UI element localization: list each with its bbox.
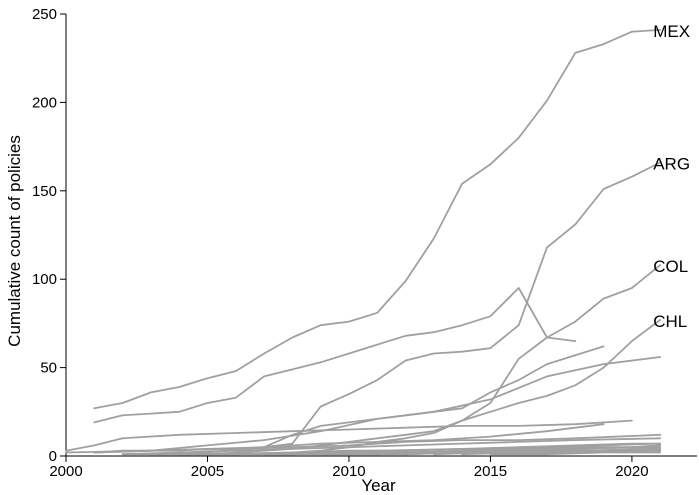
series-line-mex — [93, 28, 662, 410]
y-tick-label: 150 — [32, 183, 57, 200]
series-lines — [65, 28, 662, 456]
series-line-unlabeled — [206, 446, 662, 456]
series-label-mex: MEX — [653, 22, 690, 41]
x-axis-title: Year — [361, 476, 396, 495]
x-tick-label: 2010 — [332, 463, 365, 480]
series-line-unlabeled — [461, 449, 662, 456]
y-tick-label: 50 — [40, 360, 57, 377]
series-line-unlabeled — [65, 419, 633, 452]
series-line-arg — [93, 161, 662, 454]
y-tick-label: 200 — [32, 94, 57, 111]
y-tick-label: 100 — [32, 271, 57, 288]
series-label-chl: CHL — [653, 312, 687, 331]
y-tick-label: 250 — [32, 6, 57, 23]
series-label-arg: ARG — [653, 155, 690, 174]
y-axis-title: Cumulative count of policies — [5, 135, 24, 347]
x-tick-label: 2015 — [474, 463, 507, 480]
series-labels: MEX ARG COL CHL — [653, 22, 690, 331]
series-line-chl — [263, 318, 662, 456]
x-tick-label: 2020 — [615, 463, 648, 480]
x-tick-label: 2000 — [49, 463, 82, 480]
series-line-col — [178, 264, 662, 456]
series-line-unlabeled — [93, 423, 605, 454]
ticks: 0 50 100 150 200 250 2000 2005 2010 2015 2020 — [32, 6, 649, 480]
x-tick-label: 2005 — [191, 463, 224, 480]
series-line-unlabeled — [121, 437, 662, 456]
y-tick-label: 0 — [49, 448, 57, 465]
series-label-col: COL — [653, 257, 688, 276]
series-line-unlabeled — [93, 287, 577, 424]
axes — [65, 14, 697, 457]
